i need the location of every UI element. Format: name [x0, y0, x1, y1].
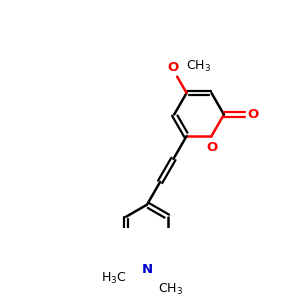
Text: O: O	[207, 141, 218, 154]
Text: H$_3$C: H$_3$C	[101, 271, 126, 286]
Text: CH$_3$: CH$_3$	[158, 282, 184, 298]
Text: CH$_3$: CH$_3$	[186, 58, 211, 74]
Text: O: O	[247, 108, 259, 121]
Text: O: O	[168, 61, 179, 74]
Text: N: N	[141, 263, 152, 276]
